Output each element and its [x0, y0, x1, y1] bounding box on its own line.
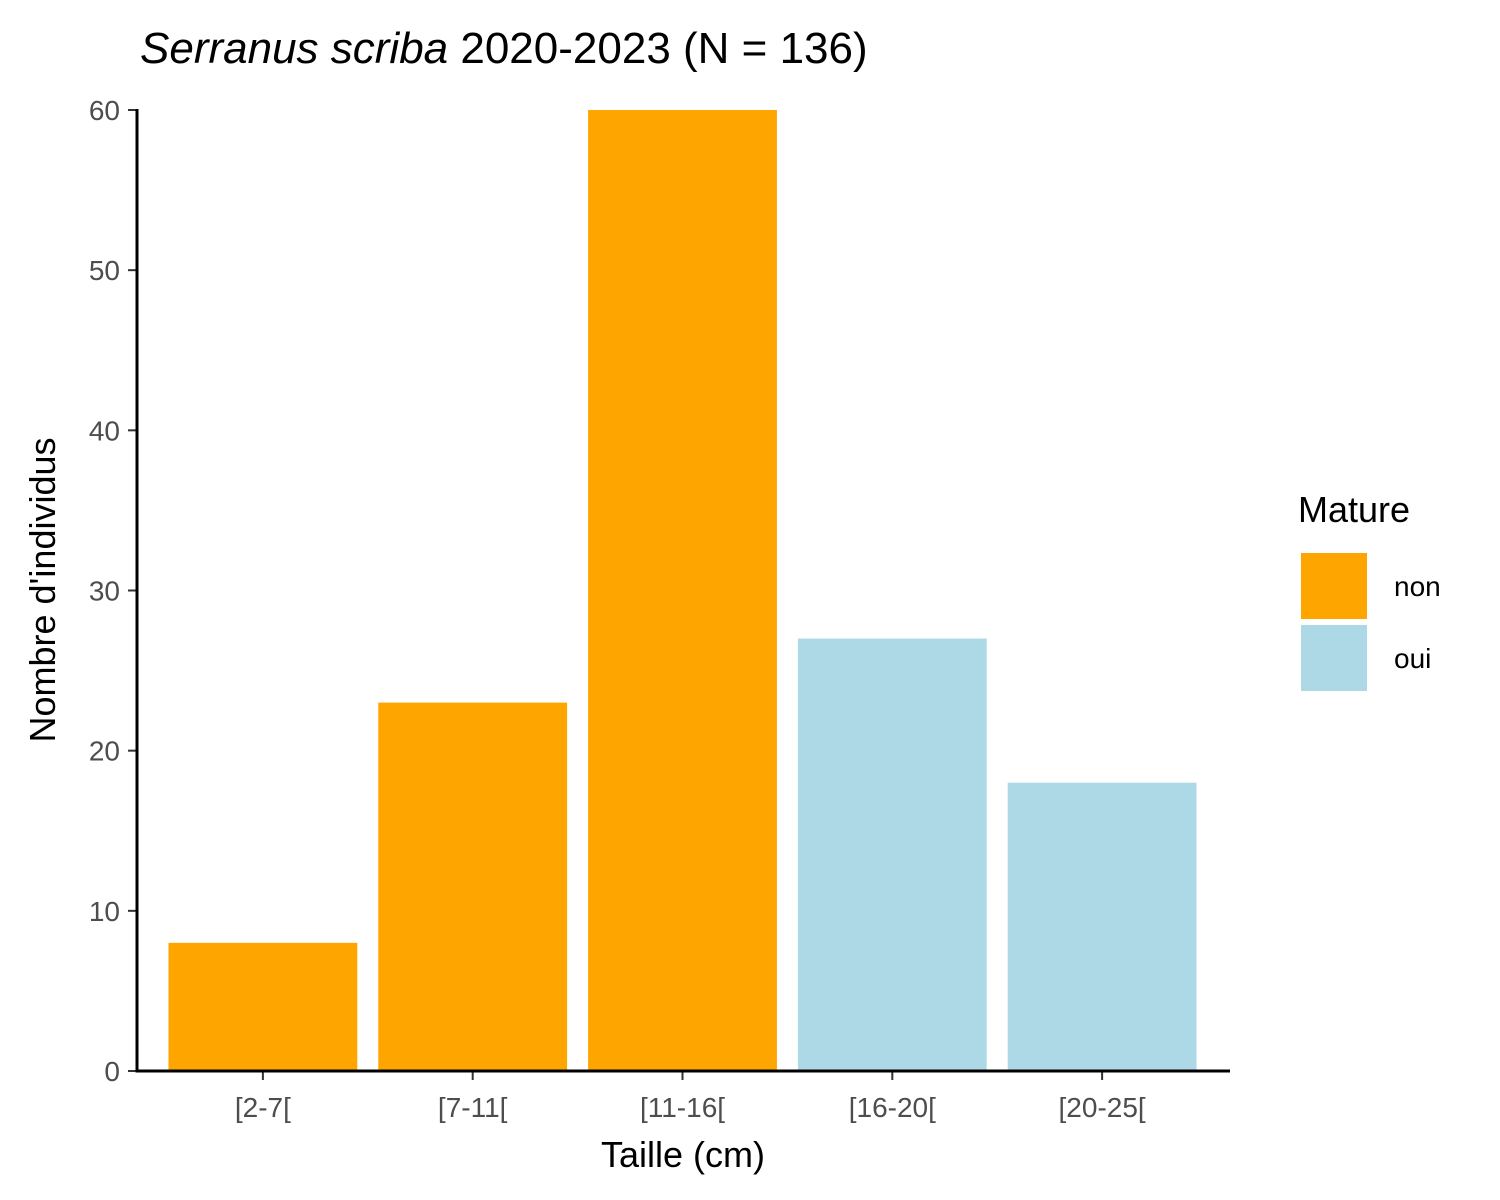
- legend-title: Mature: [1298, 489, 1410, 530]
- y-tick-label: 0: [104, 1056, 120, 1087]
- y-tick-label: 60: [89, 95, 120, 126]
- y-tick-label: 50: [89, 255, 120, 286]
- y-tick-label: 40: [89, 415, 120, 446]
- bar-[7-11[: [378, 702, 568, 1071]
- chart-title-rest: 2020-2023 (N = 136): [448, 24, 868, 73]
- bar-[11-16[: [588, 110, 777, 1071]
- chart-title: Serranus scriba 2020-2023 (N = 136): [140, 24, 868, 73]
- y-tick-label: 20: [89, 736, 120, 767]
- chart-title-species: Serranus scriba: [140, 24, 448, 73]
- legend-swatch-non: [1301, 553, 1367, 619]
- y-tick-label: 10: [89, 896, 120, 927]
- bar-[20-25[: [1007, 782, 1197, 1071]
- x-tick-label: [2-7[: [235, 1092, 291, 1123]
- x-axis-title: Taille (cm): [601, 1134, 765, 1175]
- y-tick-label: 30: [89, 576, 120, 607]
- legend: Mature non oui: [1298, 489, 1441, 691]
- legend-label-oui: oui: [1394, 643, 1431, 674]
- legend-swatch-oui: [1301, 625, 1367, 691]
- legend-label-non: non: [1394, 571, 1441, 602]
- x-axis-ticks: [2-7[ [7-11[ [11-16[ [16-20[ [20-25[: [235, 1071, 1146, 1123]
- x-tick-label: [11-16[: [640, 1092, 725, 1123]
- bar-[16-20[: [797, 638, 987, 1071]
- bar-[2-7[: [168, 942, 358, 1071]
- x-tick-label: [20-25[: [1059, 1092, 1146, 1123]
- y-axis-ticks: 0 10 20 30 40 50 60: [89, 95, 137, 1087]
- x-tick-label: [16-20[: [849, 1092, 936, 1123]
- y-axis-title: Nombre d'individus: [22, 437, 63, 742]
- legend-entries: non oui: [1301, 553, 1441, 691]
- x-tick-label: [7-11[: [438, 1092, 508, 1123]
- bars: [168, 110, 1197, 1071]
